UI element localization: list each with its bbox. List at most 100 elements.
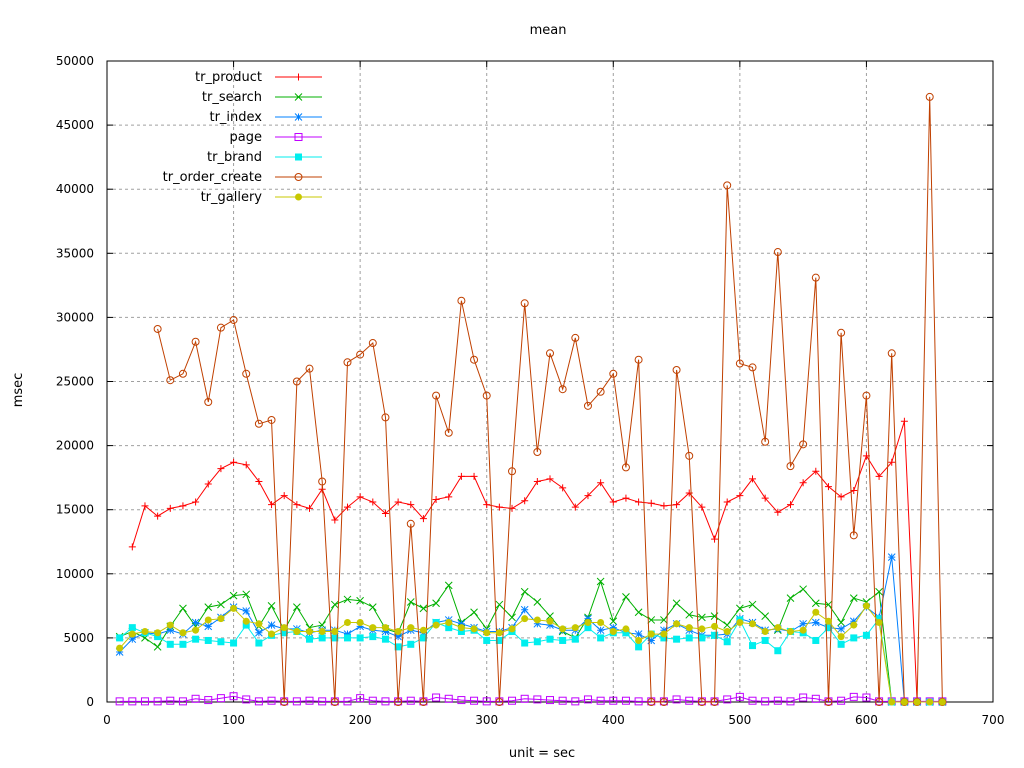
data-point-tr_brand [559, 636, 567, 644]
data-point-tr_order_create [824, 698, 833, 706]
data-point-page [583, 695, 592, 704]
y-tick-label: 30000 [56, 310, 94, 324]
data-point-tr_brand [318, 634, 326, 642]
data-point-tr_gallery [685, 624, 693, 632]
data-point-tr_gallery [862, 602, 870, 610]
data-point-tr_order_create [634, 355, 643, 364]
data-point-tr_order_create [875, 698, 884, 706]
data-point-tr_brand [204, 636, 212, 644]
data-point-tr_index [584, 614, 592, 623]
data-point-tr_order_create [799, 440, 808, 449]
data-point-tr_gallery [761, 627, 769, 635]
data-point-tr_index [343, 630, 352, 638]
x-tick-label: 300 [475, 713, 498, 727]
data-point-tr_product [445, 493, 453, 501]
data-point-tr_order_create [216, 323, 225, 332]
data-point-tr_product [280, 492, 288, 500]
data-point-tr_product [571, 503, 579, 511]
data-point-tr_order_create [482, 391, 491, 400]
data-point-tr_search [419, 604, 428, 613]
data-point-tr_gallery [571, 624, 579, 632]
data-point-tr_gallery [786, 627, 794, 635]
data-point-tr_order_create [672, 365, 681, 374]
data-point-tr_gallery [597, 619, 605, 627]
data-point-tr_index [166, 626, 175, 635]
series-line-page [119, 695, 943, 702]
data-point-tr_gallery [774, 624, 782, 632]
data-point-tr_brand [116, 634, 124, 642]
data-point-tr_order_create [343, 358, 352, 367]
data-point-tr_product [559, 484, 567, 492]
data-point-tr_product [419, 515, 427, 523]
data-point-tr_gallery [698, 625, 706, 633]
data-point-tr_product [230, 458, 238, 466]
data-point-tr_search [217, 600, 225, 609]
data-point-tr_brand [761, 636, 769, 644]
data-point-tr_gallery [242, 617, 250, 625]
series-line-tr_order_create [157, 96, 943, 703]
data-point-page [128, 697, 137, 706]
data-point-tr_product [635, 498, 643, 506]
x-tick-label: 200 [349, 713, 372, 727]
data-point-tr_gallery [331, 627, 339, 635]
data-point-tr_gallery [419, 626, 427, 634]
data-point-tr_product [179, 502, 187, 510]
data-point-tr_search [229, 591, 238, 600]
data-point-tr_gallery [432, 621, 440, 629]
data-point-tr_brand [698, 634, 706, 642]
data-point-page [799, 693, 808, 702]
data-point-page [444, 694, 453, 703]
data-point-page [305, 696, 314, 705]
data-point-page [242, 695, 251, 704]
data-point-tr_brand [128, 624, 136, 632]
data-point-tr_gallery [609, 627, 617, 635]
y-tick-label: 15000 [56, 503, 94, 517]
data-point-page [811, 694, 820, 703]
data-point-tr_search [533, 598, 542, 606]
data-point-page [204, 696, 213, 705]
data-point-page [596, 696, 605, 705]
data-point-tr_gallery [546, 617, 554, 625]
data-point-page [191, 694, 200, 703]
legend-label: page [230, 130, 262, 145]
data-point-tr_index [394, 632, 402, 641]
data-point-tr_brand [230, 639, 238, 647]
legend-marker-tr_brand [295, 153, 302, 161]
legend-marker-tr_index [294, 113, 303, 121]
data-point-tr_brand [673, 635, 681, 643]
data-point-tr_index [204, 622, 213, 631]
data-point-tr_product [622, 494, 630, 502]
data-point-tr_product [698, 503, 706, 511]
data-point-page [508, 696, 517, 705]
data-point-tr_product [812, 467, 820, 475]
data-point-tr_search [647, 616, 656, 624]
data-point-tr_gallery [584, 619, 592, 627]
data-point-tr_product [192, 498, 200, 506]
series-tr_index [115, 553, 947, 706]
data-point-tr_order_create [520, 299, 529, 308]
data-point-tr_product [204, 480, 212, 488]
data-point-tr_order_create [368, 339, 377, 348]
data-point-tr_gallery [824, 617, 832, 625]
data-point-tr_search [330, 600, 339, 609]
data-point-tr_brand [369, 633, 377, 641]
data-point-tr_gallery [356, 619, 364, 627]
data-point-tr_gallery [711, 622, 719, 630]
data-point-tr_product [647, 499, 655, 507]
data-point-tr_product [875, 472, 883, 480]
data-point-tr_order_create [204, 398, 213, 407]
data-point-tr_search [811, 599, 820, 608]
data-point-tr_product [128, 543, 136, 551]
data-point-page [685, 696, 694, 705]
grid [107, 61, 993, 702]
data-point-tr_order_create [546, 349, 554, 358]
data-point-tr_brand [483, 636, 491, 644]
data-point-page [368, 696, 377, 705]
data-point-tr_index [115, 648, 124, 656]
data-point-tr_gallery [230, 604, 238, 612]
data-point-tr_index [811, 618, 820, 627]
data-point-tr_product [723, 498, 731, 506]
data-point-tr_search [356, 596, 364, 605]
data-point-tr_gallery [850, 621, 858, 629]
data-point-page [229, 692, 238, 701]
